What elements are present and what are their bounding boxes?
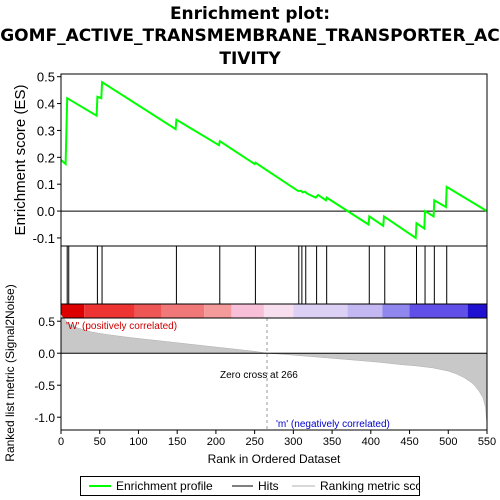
metric-panel-border xyxy=(60,317,488,431)
xtick-label: 200 xyxy=(207,436,225,448)
metric-ylabel: Ranked list metric (Signal2Noise) xyxy=(3,284,17,461)
ranking-bar-segment xyxy=(61,304,85,318)
legend: Enrichment profile Hits Ranking metric s… xyxy=(80,476,439,496)
es-ytick-label: 0.5 xyxy=(37,70,55,85)
metric-ytick-label: 0.5 xyxy=(38,315,55,329)
enrichment-profile-line xyxy=(60,80,488,240)
title-line-2: GOMF_ACTIVE_TRANSMEMBRANE_TRANSPORTER_AC xyxy=(0,26,500,46)
ranking-bar-segment xyxy=(84,304,135,318)
positive-correlation-label: 'W' (positively correlated) xyxy=(66,321,177,332)
metric-ytick-label: -0.5 xyxy=(34,379,55,393)
ranking-bar-segment xyxy=(293,304,348,318)
metric-panel-bg xyxy=(61,318,487,430)
es-ytick-label: 0.1 xyxy=(37,177,55,192)
title-line-1: Enrichment plot: xyxy=(169,4,331,24)
ranking-bar-segment xyxy=(467,304,487,318)
hits-panel xyxy=(60,245,488,305)
title-line-3: TIVITY xyxy=(219,49,281,69)
metric-ytick-label: 0.0 xyxy=(38,347,55,361)
es-panel-bg xyxy=(61,74,487,246)
xtick-label: 350 xyxy=(323,436,341,448)
legend-label-enrichment: Enrichment profile xyxy=(116,479,213,493)
xtick-label: 550 xyxy=(478,436,496,448)
ranking-bar-segment xyxy=(161,304,205,318)
legend-label-hits: Hits xyxy=(258,479,279,493)
xtick-label: 300 xyxy=(284,436,302,448)
metric-ytick-label: -1.0 xyxy=(34,411,55,425)
legend-label-metric: Ranking metric scores xyxy=(320,479,419,493)
es-ytick-label: -0.1 xyxy=(33,231,55,246)
es-ytick-label: 0.2 xyxy=(37,150,55,165)
ranking-bar-segment xyxy=(409,304,468,318)
es-ytick-label: 0.3 xyxy=(37,123,55,138)
xtick-label: 50 xyxy=(94,436,106,448)
xtick-label: 450 xyxy=(400,436,418,448)
negative-correlation-label: 'm' (negatively correlated) xyxy=(276,419,390,430)
zero-cross-label: Zero cross at 266 xyxy=(220,370,298,381)
ranking-bar-segment xyxy=(263,304,294,318)
ranking-bar-segment xyxy=(382,304,410,318)
xtick-label: 500 xyxy=(439,436,457,448)
xtick-label: 400 xyxy=(362,436,380,448)
ranking-bar-segment xyxy=(204,304,232,318)
ranking-bar-segment xyxy=(134,304,162,318)
xtick-label: 0 xyxy=(58,436,64,448)
xlabel: Rank in Ordered Dataset xyxy=(208,452,341,466)
es-ytick-label: 0.4 xyxy=(37,97,55,112)
es-ylabel: Enrichment score (ES) xyxy=(12,85,29,236)
ranking-bar-segment xyxy=(231,304,264,318)
ranking-metric-area xyxy=(60,314,488,425)
xtick-label: 150 xyxy=(168,436,186,448)
es-ytick-label: 0.0 xyxy=(37,204,55,219)
xtick-label: 250 xyxy=(245,436,263,448)
xtick-label: 100 xyxy=(129,436,147,448)
ranking-bar-segment xyxy=(347,304,383,318)
